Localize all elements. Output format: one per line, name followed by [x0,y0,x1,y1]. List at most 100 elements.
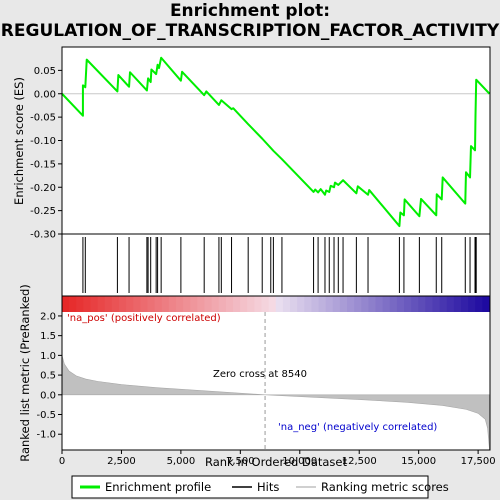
title-line-1: Enrichment plot: [169,1,331,21]
color-bar-segment [168,296,177,312]
color-bar-segment [339,296,348,312]
ranking-metric-area [61,355,490,451]
color-bar-segment [254,296,263,312]
legend-hits-label: Hits [257,480,279,494]
color-bar-segment [240,296,248,312]
color-bar-segment [347,296,355,312]
color-bar-segment [126,296,134,312]
color-bar-segment [111,296,120,312]
color-bar-segment [62,296,70,312]
rank-y-tick-label: 1.5 [40,331,56,342]
color-bar-segment [104,296,113,312]
rank-y-tick-label: 0.0 [40,390,56,401]
color-bar-segment [404,296,412,312]
legend-ranking-label: Ranking metric scores [321,480,449,494]
color-bar-segment [318,296,327,312]
x-tick-label: 7,500 [226,456,255,467]
rank-y-ticks: 2.0 1.5 1.0 0.5 0.0 -0.5 -1.0 [36,311,62,441]
color-bar-segment [361,296,369,312]
color-bar-segment [218,296,227,312]
color-bar-segment [439,296,448,312]
plot-title: Enrichment plot: REGULATION_OF_TRANSCRIP… [0,1,500,41]
es-panel [62,47,490,234]
color-bar-segment [482,296,491,312]
es-y-tick-label: 0.05 [34,66,56,77]
rank-color-bar [62,296,491,312]
title-line-2: REGULATION_OF_TRANSCRIPTION_FACTOR_ACTIV… [0,21,500,41]
na-neg-label: 'na_neg' (negatively correlated) [278,422,437,433]
color-bar-segment [304,296,312,312]
color-bar-segment [69,296,77,312]
enrichment-profile-line [61,56,491,228]
color-bar-segment [140,296,149,312]
color-bar-segment [176,296,184,312]
hit-lines [82,237,477,293]
es-y-tick-label: -0.15 [30,159,56,170]
color-bar-segment [461,296,469,312]
legend: Enrichment profile Hits Ranking metric s… [71,475,449,499]
color-bar-segment [475,296,483,312]
color-bar-segment [161,296,170,312]
es-y-tick-label: -0.30 [30,230,56,241]
color-bar-segment [311,296,320,312]
color-bar-segment [332,296,341,312]
color-bar-segment [261,296,270,312]
es-y-tick-label: -0.10 [30,136,56,147]
rank-y-tick-label: 0.5 [40,371,56,382]
color-bar-segment [282,296,291,312]
color-bar-segment [411,296,419,312]
rank-y-tick-label: 2.0 [40,311,56,322]
rank-y-tick-label: 1.0 [40,351,56,362]
color-bar-segment [368,296,377,312]
color-bar-segment [418,296,426,312]
es-y-tick-label: 0.00 [34,89,56,100]
x-tick-label: 5,000 [167,456,196,467]
color-bar-segment [183,296,191,312]
color-bar-segment [119,296,127,312]
x-ticks: 0 2,500 5,000 7,500 10,000 12,500 15,000 17,500 [59,450,496,467]
color-bar-segment [90,296,99,312]
color-bar-segment [432,296,441,312]
color-bar-segment [275,296,284,312]
es-y-ticks: 0.05 0.00 -0.05 -0.10 -0.15 -0.20 -0.25 -0.30 [30,66,62,241]
color-bar-segment [354,296,362,312]
es-y-axis-label: Enrichment score (ES) [12,77,26,205]
x-tick-label: 15,000 [401,456,436,467]
es-y-tick-label: -0.05 [30,113,56,124]
color-bar-segment [389,296,398,312]
color-bar-segment [233,296,241,312]
color-bar-segment [425,296,434,312]
color-bar-segment [97,296,106,312]
es-y-tick-label: -0.20 [30,183,56,194]
hits-panel [62,234,490,296]
color-bar-segment [382,296,391,312]
color-bar-segment [268,296,277,312]
color-bar-segment [446,296,455,312]
legend-enrichment-label: Enrichment profile [105,480,211,494]
color-bar-segment [197,296,206,312]
color-bar-segment [147,296,156,312]
color-bar-segment [225,296,234,312]
color-bar-segment [154,296,163,312]
color-bar-segment [468,296,476,312]
x-tick-label: 2,500 [107,456,136,467]
color-bar-segment [247,296,255,312]
color-bar-segment [76,296,84,312]
ranking-panel [62,312,490,450]
x-tick-label: 12,500 [342,456,377,467]
color-bar-segment [453,296,462,312]
color-bar-segment [325,296,334,312]
zero-cross-label: Zero cross at 8540 [213,369,307,380]
color-bar-segment [375,296,384,312]
color-bar-segment [204,296,213,312]
color-bar-segment [211,296,220,312]
rank-y-tick-label: -0.5 [36,410,56,421]
color-bar-segment [190,296,198,312]
color-bar-segment [396,296,405,312]
color-bar-segment [83,296,92,312]
ranking-area [61,355,490,451]
color-bar-segment [290,296,298,312]
x-tick-label: 0 [59,456,65,467]
rank-y-axis-label: Ranked list metric (PreRanked) [18,284,32,462]
